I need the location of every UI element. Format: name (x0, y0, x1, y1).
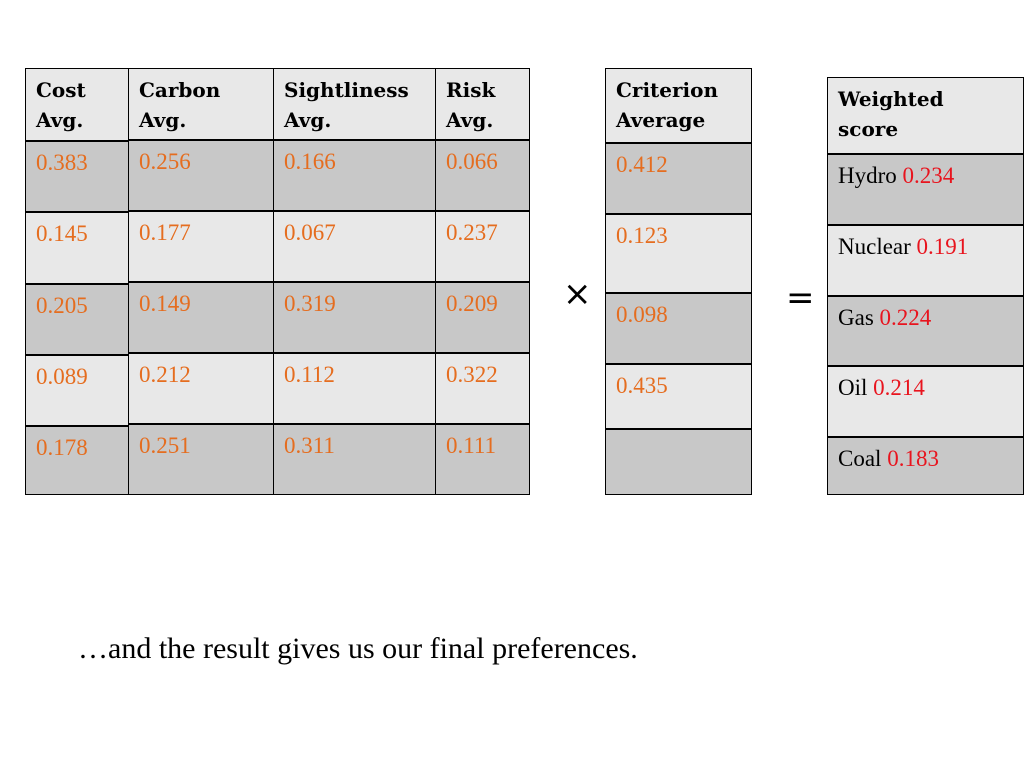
weighted-row: Gas 0.224 (827, 296, 1024, 366)
matrix-cell: 0.383 (25, 141, 129, 212)
matrix-cell: 0.177 (128, 211, 274, 282)
weighted-score-value: 0.224 (879, 305, 932, 330)
criterion-header: Criterion Average (605, 68, 752, 143)
energy-source-label: Gas (838, 305, 874, 330)
matrix-header-3: Risk Avg. (435, 68, 530, 140)
caption-text: …and the result gives us our final prefe… (78, 632, 638, 665)
matrix-header-0: Cost Avg. (25, 68, 129, 141)
matrix-cell: 0.066 (435, 140, 530, 211)
matrix-header-1: Carbon Avg. (128, 68, 274, 140)
equals-operator: = (786, 278, 815, 318)
matrix-cell: 0.311 (273, 424, 436, 495)
matrix-cell: 0.067 (273, 211, 436, 282)
matrix-cell: 0.209 (435, 282, 530, 353)
criterion-cell: 0.123 (605, 214, 752, 293)
weighted-score-value: 0.234 (902, 163, 955, 188)
weighted-score-value: 0.183 (887, 446, 939, 471)
matrix-cell: 0.205 (25, 284, 129, 355)
weighted-header: Weighted score (827, 77, 1024, 154)
weighted-row: Coal 0.183 (827, 437, 1024, 495)
weighted-row: Oil 0.214 (827, 366, 1024, 437)
criterion-cell (605, 429, 752, 495)
matrix-header-2: Sightliness Avg. (273, 68, 436, 140)
matrix-cell: 0.178 (25, 426, 129, 495)
matrix-cell: 0.149 (128, 282, 274, 353)
matrix-cell: 0.256 (128, 140, 274, 211)
weighted-row: Hydro 0.234 (827, 154, 1024, 225)
weighted-score-value: 0.214 (873, 375, 925, 400)
criterion-cell: 0.098 (605, 293, 752, 364)
matrix-cell: 0.319 (273, 282, 436, 353)
matrix-cell: 0.212 (128, 353, 274, 424)
energy-source-label: Nuclear (838, 234, 911, 259)
matrix-cell: 0.145 (25, 212, 129, 284)
matrix-cell: 0.089 (25, 355, 129, 426)
matrix-cell: 0.112 (273, 353, 436, 424)
energy-source-label: Coal (838, 446, 882, 471)
matrix-cell: 0.237 (435, 211, 530, 282)
energy-source-label: Oil (838, 375, 868, 400)
multiply-operator: × (563, 274, 592, 314)
matrix-cell: 0.111 (435, 424, 530, 495)
matrix-cell: 0.322 (435, 353, 530, 424)
weighted-score-value: 0.191 (916, 234, 969, 259)
criterion-cell: 0.435 (605, 364, 752, 429)
matrix-cell: 0.251 (128, 424, 274, 495)
matrix-cell: 0.166 (273, 140, 436, 211)
criterion-cell: 0.412 (605, 143, 752, 214)
energy-source-label: Hydro (838, 163, 897, 188)
weighted-row: Nuclear 0.191 (827, 225, 1024, 296)
